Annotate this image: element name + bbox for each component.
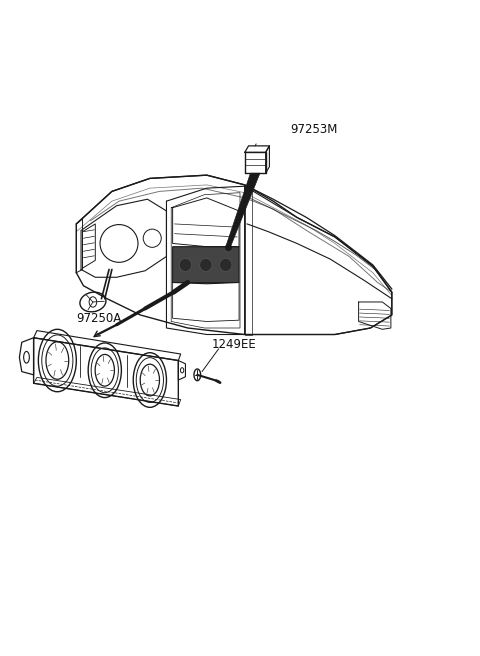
- Ellipse shape: [200, 258, 212, 272]
- Polygon shape: [226, 173, 260, 247]
- Ellipse shape: [179, 258, 192, 272]
- Polygon shape: [173, 247, 239, 284]
- Ellipse shape: [219, 258, 232, 272]
- Text: 97250A: 97250A: [76, 312, 121, 325]
- Text: 97253M: 97253M: [290, 123, 337, 136]
- Text: 1249EE: 1249EE: [212, 338, 256, 351]
